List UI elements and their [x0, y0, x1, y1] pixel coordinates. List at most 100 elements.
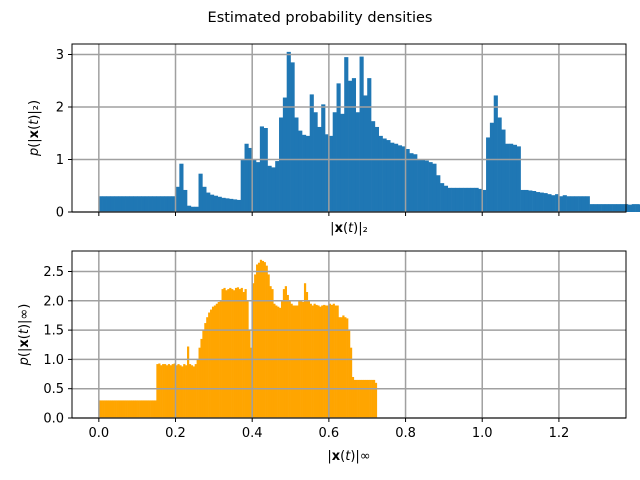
y-tick-label: 2.5 — [43, 265, 64, 280]
histogram-bars — [98, 51, 640, 212]
histogram-bar — [150, 400, 153, 418]
histogram-bar — [236, 199, 241, 212]
histogram-bar — [489, 122, 495, 212]
histogram-bar — [501, 129, 506, 212]
histogram-bar — [171, 196, 176, 212]
y-tick-label: 0.0 — [43, 412, 64, 427]
histogram-bar — [294, 117, 299, 212]
histogram-bar — [248, 147, 253, 212]
histogram-bar — [169, 365, 172, 418]
histogram-bar — [608, 204, 613, 212]
histogram-bar — [236, 287, 240, 418]
histogram-bar — [535, 192, 541, 212]
histogram-bar — [187, 205, 192, 212]
x-tick-label: 0.4 — [242, 426, 263, 441]
histogram-bar — [459, 187, 464, 212]
y-tick-label: 1.0 — [43, 353, 64, 368]
histogram-bar — [202, 330, 205, 418]
histogram-bar — [486, 137, 491, 212]
histogram-bar — [305, 292, 309, 418]
histogram-bar — [363, 95, 368, 212]
histogram-bar — [332, 112, 337, 212]
histogram-bar — [543, 193, 548, 212]
histogram-bar — [141, 196, 146, 212]
histogram-bar — [290, 303, 293, 418]
histogram-bar — [325, 305, 328, 418]
histogram-bar — [355, 379, 358, 418]
histogram-bar — [551, 195, 556, 212]
histogram-bar — [604, 204, 610, 212]
histogram-bar — [417, 159, 422, 212]
histogram-bar — [470, 187, 475, 212]
histogram-bar — [198, 347, 201, 418]
histogram-bar — [512, 144, 518, 212]
y-axis-label: p(|x(t)|₂) — [27, 100, 42, 157]
histogram-bar — [275, 305, 278, 418]
histogram-bar — [173, 363, 176, 418]
histogram-bar — [123, 400, 126, 418]
histogram-bar — [167, 196, 172, 212]
histogram-bar — [374, 126, 380, 212]
histogram-bar — [319, 306, 322, 418]
histogram-bar — [160, 365, 163, 418]
histogram-bar — [254, 274, 257, 418]
histogram-bar — [164, 364, 167, 418]
histogram-bar — [275, 161, 280, 212]
histogram-bar — [167, 364, 171, 418]
histogram-bar — [187, 346, 190, 418]
histogram-bar — [248, 330, 251, 418]
top-panel-l2-density: 0 1 2 3 |x(t)|₂ p(|x(t)|₂) — [27, 43, 640, 236]
histogram-bar — [257, 262, 261, 418]
histogram-bar — [558, 196, 564, 212]
y-tick-label: 0.5 — [43, 382, 64, 397]
histogram-bar — [225, 290, 228, 418]
histogram-bar — [547, 194, 552, 212]
histogram-bar — [256, 162, 261, 212]
histogram-bar — [328, 303, 332, 418]
histogram-bar — [192, 366, 195, 418]
histogram-bar — [252, 283, 255, 418]
histogram-bar — [112, 400, 115, 418]
histogram-bar — [562, 195, 567, 212]
histogram-bar — [256, 264, 259, 418]
histogram-bar — [156, 364, 159, 418]
histogram-bar — [344, 57, 349, 212]
histogram-bar — [217, 196, 222, 212]
histogram-bar — [616, 204, 621, 212]
histogram-bar — [100, 400, 103, 418]
histogram-bar — [200, 338, 203, 418]
histogram-bar — [413, 154, 418, 212]
histogram-bar — [171, 364, 174, 418]
histogram-bar — [286, 294, 289, 418]
histogram-bar — [290, 62, 295, 212]
histogram-bar — [233, 290, 236, 418]
histogram-bar — [181, 366, 184, 418]
histogram-bar — [234, 287, 238, 418]
histogram-bar — [601, 204, 606, 212]
histogram-bar — [129, 196, 134, 212]
histogram-bar — [221, 197, 226, 212]
histogram-bar — [269, 286, 272, 418]
y-tick-label: 1.5 — [43, 324, 64, 339]
histogram-bar — [566, 196, 571, 212]
histogram-bar — [303, 283, 307, 418]
histogram-bar — [589, 204, 594, 212]
histogram-bar — [371, 379, 374, 418]
axes-frame — [71, 250, 627, 419]
histogram-bar — [309, 94, 314, 212]
histogram-bar — [440, 183, 445, 212]
histogram-bar — [336, 305, 339, 418]
histogram-bar — [165, 365, 169, 418]
x-axis-label: |x(t)|∞ — [327, 449, 370, 464]
histogram-bar — [585, 196, 590, 212]
histogram-bar — [144, 400, 148, 418]
histogram-bar — [401, 146, 406, 212]
histogram-bar — [146, 400, 149, 418]
histogram-bar — [154, 400, 157, 418]
histogram-bar — [321, 104, 326, 212]
histogram-bar — [284, 286, 287, 418]
x-tick-label: 0.6 — [319, 426, 340, 441]
histogram-bar — [344, 317, 347, 418]
histogram-bar — [129, 400, 132, 418]
histogram-bar — [118, 400, 121, 418]
